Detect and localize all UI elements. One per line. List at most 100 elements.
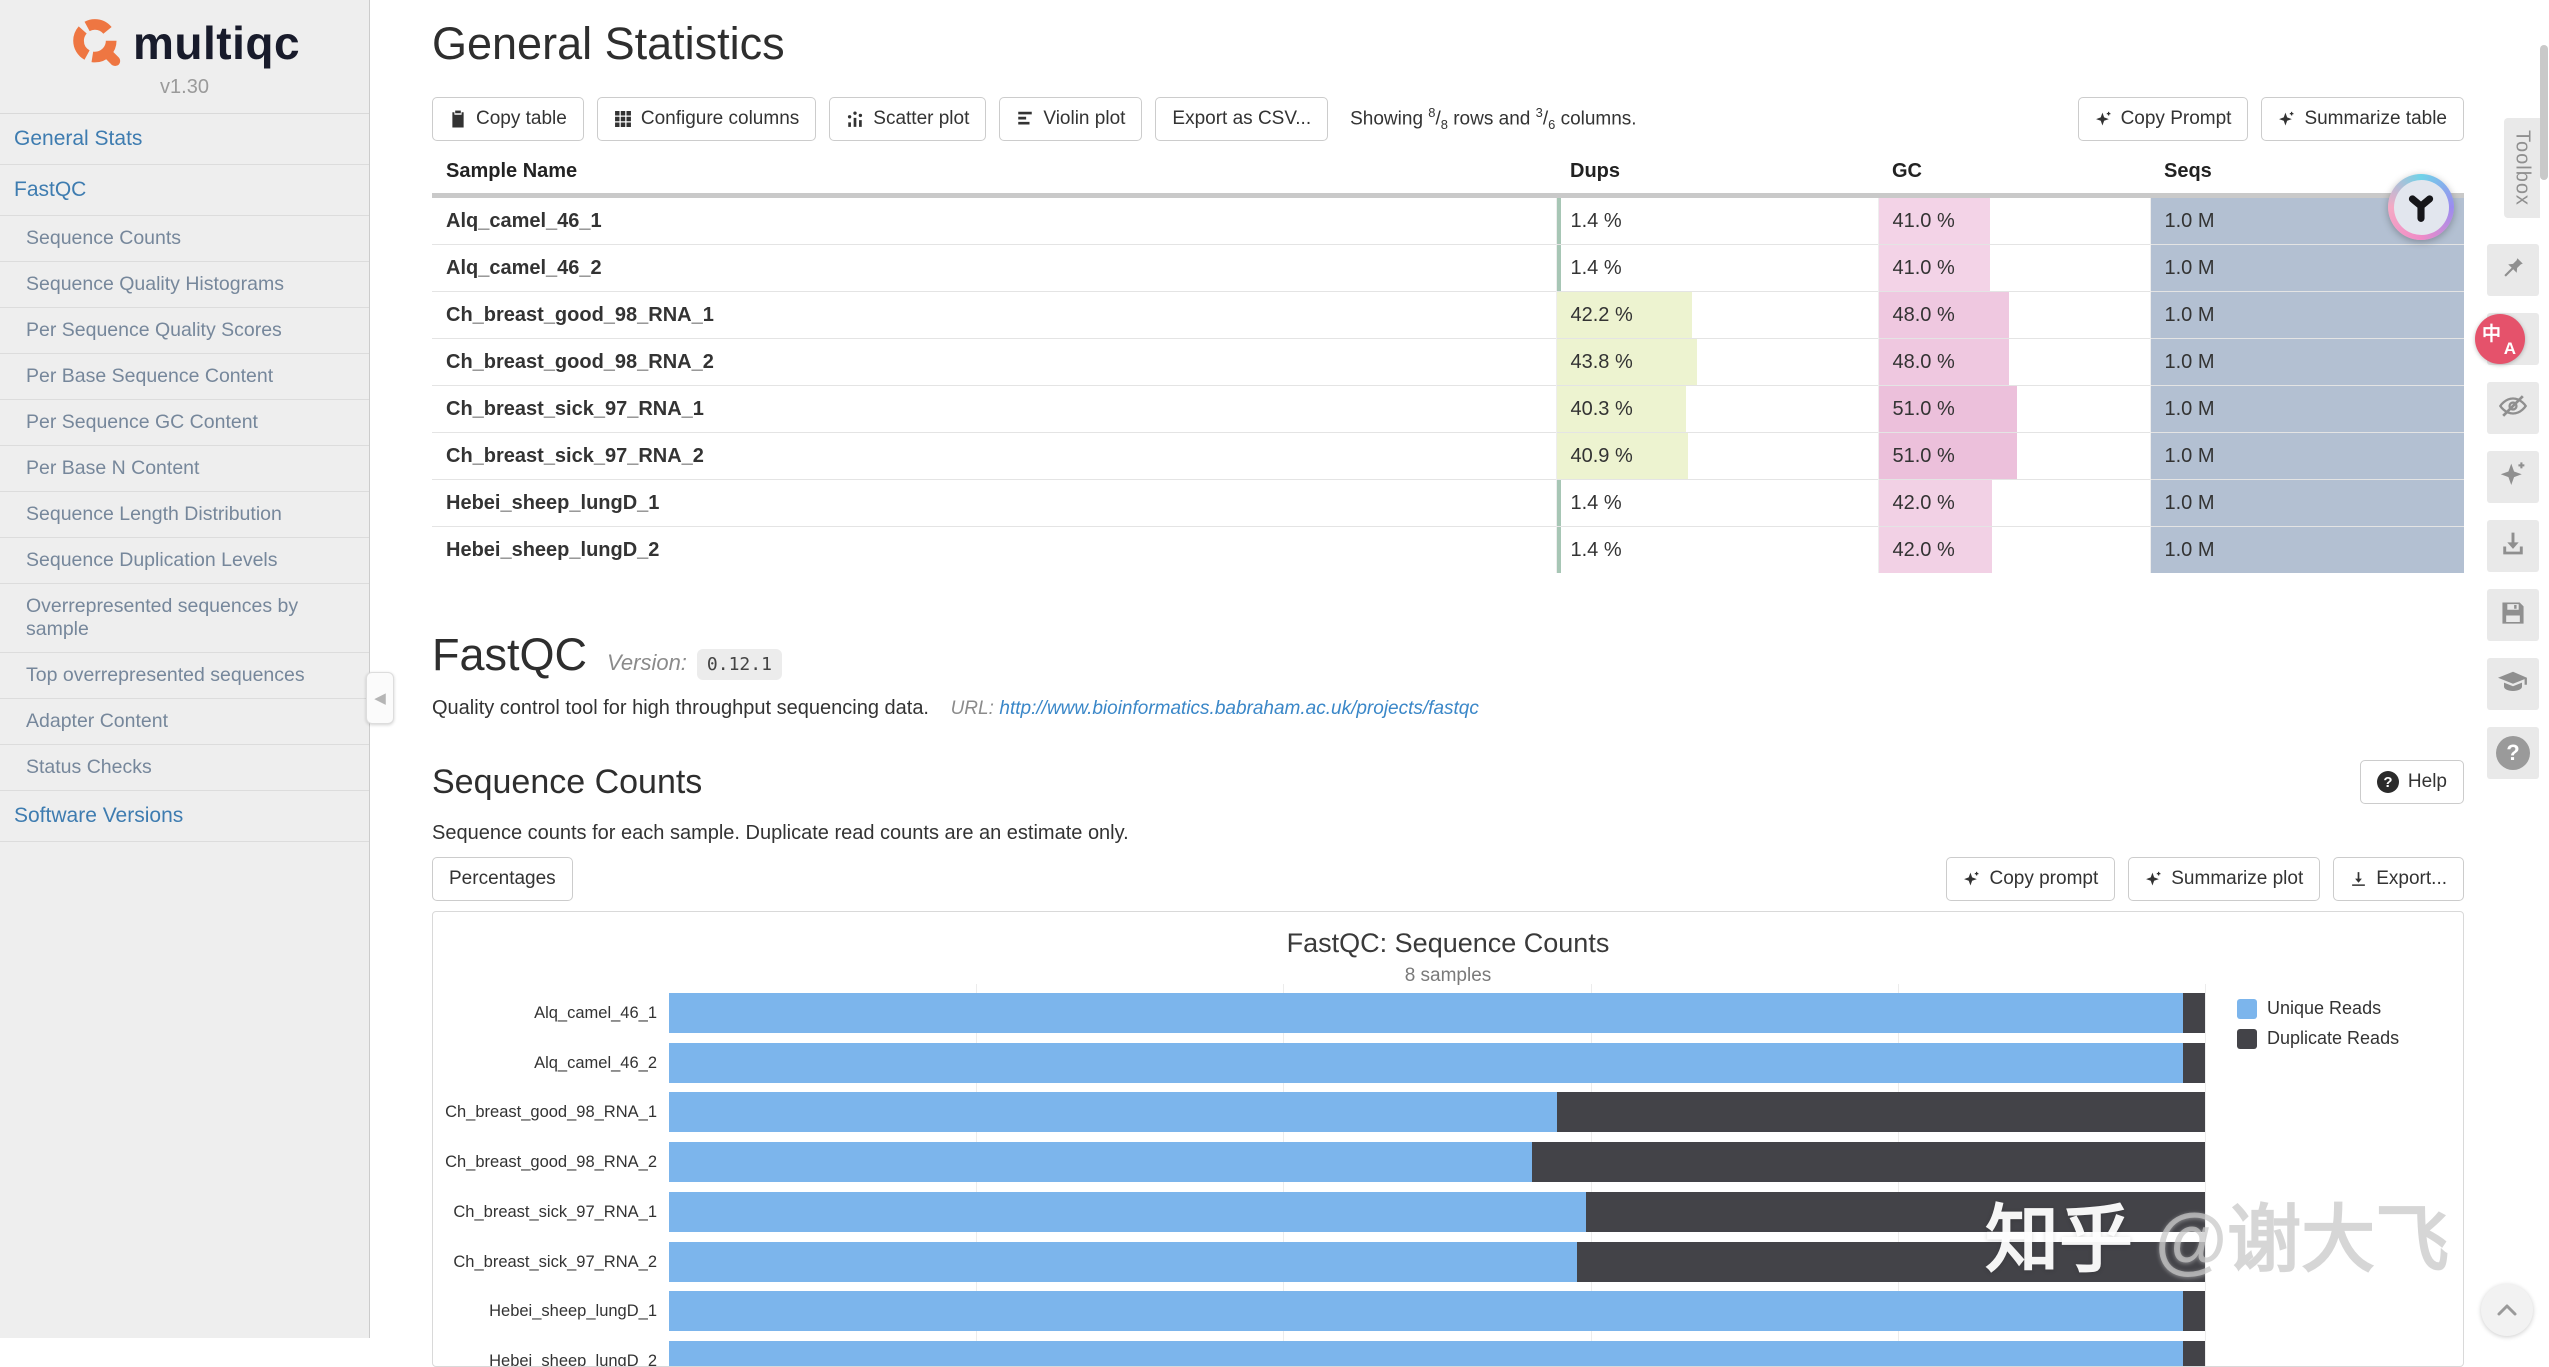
chart-category-label: Hebei_sheep_lungD_2 <box>489 1351 657 1367</box>
bar-segment-unique-reads[interactable] <box>669 1042 2184 1083</box>
scroll-to-top-button[interactable] <box>2481 1284 2533 1336</box>
fastqc-url-link[interactable]: http://www.bioinformatics.babraham.ac.uk… <box>999 698 1479 719</box>
seqs-bar <box>2150 527 2464 573</box>
sidebar: multiqc v1.30 General Stats FastQC Sequenc… <box>0 0 370 1338</box>
sidebar-item-adapter-content[interactable]: Adapter Content <box>0 698 369 744</box>
chart-bar-ch-breast-sick-97-rna-2[interactable] <box>669 1241 2205 1282</box>
summarize-table-button[interactable]: Summarize table <box>2261 97 2464 141</box>
app-logo[interactable]: multiqc v1.30 <box>0 0 369 114</box>
column-header-gc[interactable]: GC <box>1878 156 2150 198</box>
gridline <box>2205 984 2206 1366</box>
main-content: General Statistics Copy table Configure c… <box>432 0 2464 1367</box>
dups-bar <box>1556 198 1561 244</box>
copy-prompt-button[interactable]: Copy Prompt <box>2077 97 2249 141</box>
sidebar-item-per-sequence-quality-scores[interactable]: Per Sequence Quality Scores <box>0 307 369 353</box>
seqs-bar <box>2150 245 2464 291</box>
sidebar-item-fastqc[interactable]: FastQC <box>0 164 369 215</box>
pin-tool-button[interactable] <box>2487 244 2539 296</box>
help-button[interactable]: ? Help <box>2359 760 2464 804</box>
bar-segment-unique-reads[interactable] <box>669 1340 2184 1366</box>
seqs-value: 1.0 M <box>2164 257 2215 279</box>
chart-bar-hebei-sheep-lungd-2[interactable] <box>669 1340 2205 1366</box>
bar-segment-unique-reads[interactable] <box>669 1241 1577 1282</box>
chart-bar-ch-breast-good-98-rna-2[interactable] <box>669 1142 2205 1183</box>
eye-slash-tool-button[interactable] <box>2487 382 2539 434</box>
graduation-cap-tool-button[interactable] <box>2487 658 2539 710</box>
bar-segment-duplicate-reads[interactable] <box>1532 1142 2205 1183</box>
row-count-shown: 8 <box>1428 105 1436 121</box>
sidebar-item-sequence-length-distribution[interactable]: Sequence Length Distribution <box>0 491 369 537</box>
plot-copy-prompt-button[interactable]: Copy prompt <box>1946 857 2116 901</box>
chart-bar-alq-camel-46-2[interactable] <box>669 1042 2205 1083</box>
gc-value: 42.0 % <box>1892 539 1955 561</box>
column-header-sample-name[interactable]: Sample Name <box>432 156 1556 198</box>
bar-segment-unique-reads[interactable] <box>669 1092 1557 1133</box>
sidebar-item-software-versions[interactable]: Software Versions <box>0 790 369 842</box>
gc-value: 48.0 % <box>1892 304 1955 326</box>
plot-summarize-button[interactable]: Summarize plot <box>2128 857 2321 901</box>
chart-bar-ch-breast-good-98-rna-1[interactable] <box>669 1092 2205 1133</box>
seqs-bar <box>2150 433 2464 479</box>
dups-value: 1.4 % <box>1570 492 1622 514</box>
sidebar-item-sequence-duplication-levels[interactable]: Sequence Duplication Levels <box>0 537 369 583</box>
chart-category-label: Ch_breast_sick_97_RNA_1 <box>453 1202 657 1221</box>
chart-category-label: Alq_camel_46_1 <box>534 1004 657 1022</box>
sparkle-icon <box>1963 871 1980 888</box>
bar-segment-unique-reads[interactable] <box>669 1142 1533 1183</box>
scatter-chart-icon <box>846 110 864 128</box>
download-tool-button[interactable] <box>2487 520 2539 572</box>
main-scrollbar-thumb[interactable] <box>2540 45 2548 180</box>
save-tool-button[interactable] <box>2487 589 2539 641</box>
bar-segment-duplicate-reads[interactable] <box>2183 1291 2205 1332</box>
grid-icon <box>614 110 632 128</box>
chart-bar-alq-camel-46-1[interactable] <box>669 993 2205 1033</box>
bar-segment-duplicate-reads[interactable] <box>1585 1191 2205 1232</box>
table-row: Alq_camel_46_1 1.4 % 41.0 % 1.0 M <box>432 195 2464 245</box>
column-header-dups[interactable]: Dups <box>1556 156 1878 198</box>
sidebar-item-per-sequence-gc-content[interactable]: Per Sequence GC Content <box>0 399 369 445</box>
bar-segment-unique-reads[interactable] <box>669 1191 1586 1232</box>
configure-columns-button[interactable]: Configure columns <box>596 97 817 141</box>
ai-summary-button[interactable] <box>2388 174 2454 240</box>
sidebar-item-per-base-n-content[interactable]: Per Base N Content <box>0 445 369 491</box>
bar-segment-duplicate-reads[interactable] <box>1576 1241 2205 1282</box>
bar-segment-duplicate-reads[interactable] <box>2183 993 2205 1033</box>
sidebar-item-sequence-quality-histograms[interactable]: Sequence Quality Histograms <box>0 261 369 307</box>
chart-subtitle: 8 samples <box>1404 965 1492 986</box>
gc-bar <box>1878 386 2017 432</box>
sidebar-collapse-handle[interactable]: ◀ <box>366 672 394 724</box>
toolbox-tab[interactable]: Toolbox <box>2504 118 2540 218</box>
gc-bar <box>1878 339 2009 385</box>
legend-item-unique-reads[interactable]: Unique Reads <box>2237 998 2399 1019</box>
sparkles-tool-button[interactable] <box>2487 451 2539 503</box>
chevron-up-icon <box>2496 1303 2518 1317</box>
sidebar-item-top-overrepresented-sequences[interactable]: Top overrepresented sequences <box>0 652 369 698</box>
question-icon: ? <box>2376 771 2399 793</box>
chart-bar-hebei-sheep-lungd-1[interactable] <box>669 1291 2205 1332</box>
sidebar-item-overrepresented-sequences-by-sample[interactable]: Overrepresented sequences by sample <box>0 583 369 652</box>
scatter-plot-button[interactable]: Scatter plot <box>829 97 987 141</box>
percentages-toggle-button[interactable]: Percentages <box>432 857 573 901</box>
question-tool-button[interactable]: ? <box>2487 727 2539 779</box>
legend-item-duplicate-reads[interactable]: Duplicate Reads <box>2237 1028 2399 1049</box>
sidebar-item-per-base-sequence-content[interactable]: Per Base Sequence Content <box>0 353 369 399</box>
sidebar-item-general-stats[interactable]: General Stats <box>14 127 143 150</box>
sparkle-icon <box>2095 111 2112 128</box>
col-count-shown: 3 <box>1535 105 1543 121</box>
bar-segment-duplicate-reads[interactable] <box>2183 1340 2205 1366</box>
seqs-value: 1.0 M <box>2164 398 2215 420</box>
sidebar-item-status-checks[interactable]: Status Checks <box>0 744 369 790</box>
bar-segment-unique-reads[interactable] <box>669 993 2184 1033</box>
table-toolbar-buttons: Copy table Configure columns Scatter plot V… <box>432 97 1329 141</box>
sidebar-item-sequence-counts[interactable]: Sequence Counts <box>0 215 369 261</box>
plot-export-button[interactable]: Export... <box>2333 857 2464 901</box>
bar-segment-duplicate-reads[interactable] <box>1556 1092 2205 1133</box>
chart-bar-ch-breast-sick-97-rna-1[interactable] <box>669 1191 2205 1232</box>
violin-plot-button[interactable]: Violin plot <box>999 97 1143 141</box>
copy-table-button[interactable]: Copy table <box>432 97 584 141</box>
bar-segment-duplicate-reads[interactable] <box>2183 1042 2205 1083</box>
dups-bar <box>1556 339 1698 385</box>
bar-segment-unique-reads[interactable] <box>669 1291 2184 1332</box>
export-as-csv-button[interactable]: Export as CSV... <box>1155 97 1329 141</box>
